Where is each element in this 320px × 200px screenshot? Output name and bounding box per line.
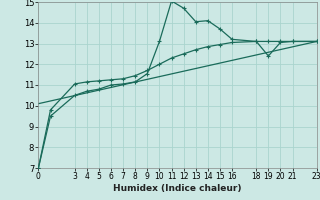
X-axis label: Humidex (Indice chaleur): Humidex (Indice chaleur) <box>113 184 242 193</box>
